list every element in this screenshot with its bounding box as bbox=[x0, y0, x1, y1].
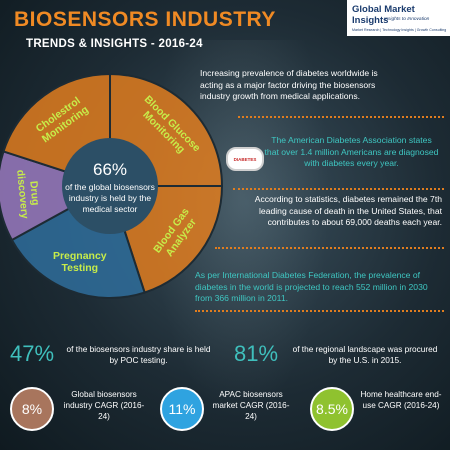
logo-services: Market Research | Technology Insights | … bbox=[352, 28, 447, 32]
global-cagr-circle: 8% bbox=[10, 387, 54, 431]
dotted-divider bbox=[195, 310, 444, 312]
diabetes-growth-text: Increasing prevalence of diabetes worldw… bbox=[200, 68, 378, 101]
logo-tagline: Insights to Innovation bbox=[384, 17, 430, 22]
dotted-divider bbox=[233, 188, 444, 190]
page-subtitle: TRENDS & INSIGHTS - 2016-24 bbox=[26, 38, 203, 50]
pie-slice bbox=[0, 150, 113, 242]
cause-of-death-text: According to statistics, diabetes remain… bbox=[254, 194, 442, 227]
apac-cagr-circle: 11% bbox=[160, 387, 204, 431]
us-share-value: 81% bbox=[234, 341, 279, 366]
home-healthcare-cagr-label: Home healthcare end-use CAGR (2016-24) bbox=[360, 390, 442, 410]
home-healthcare-cagr-circle: 8.5% bbox=[310, 387, 354, 431]
apac-cagr-label: APAC biosensors market CAGR (2016-24) bbox=[212, 390, 290, 421]
center-percent: 66% bbox=[92, 160, 128, 179]
center-description: of the global biosensors industry is hel… bbox=[65, 182, 155, 214]
company-logo: Global Market Insights Insights to Innov… bbox=[347, 0, 450, 36]
idf-fact-text: As per International Diabetes Federation… bbox=[195, 270, 428, 303]
us-share-text: of the regional landscape was procured b… bbox=[292, 344, 438, 365]
dotted-divider bbox=[215, 247, 444, 249]
pie-center-disc bbox=[62, 138, 158, 234]
logo-name: Global Market Insights bbox=[352, 4, 415, 26]
poc-share-text: of the biosensors industry share is held… bbox=[66, 344, 211, 365]
poc-share-value: 47% bbox=[10, 341, 55, 366]
pie-slice-label: Pregnancy Testing bbox=[53, 250, 107, 274]
dotted-divider bbox=[238, 116, 444, 118]
diabetes-badge-icon: DIABETES bbox=[226, 147, 264, 171]
ada-fact-text: The American Diabetes Association states… bbox=[264, 135, 439, 168]
global-cagr-label: Global biosensors industry CAGR (2016-24… bbox=[63, 390, 145, 421]
pie-slice-label: Drugdiscovery bbox=[14, 168, 43, 219]
page-title: BIOSENSORS INDUSTRY bbox=[14, 8, 276, 31]
